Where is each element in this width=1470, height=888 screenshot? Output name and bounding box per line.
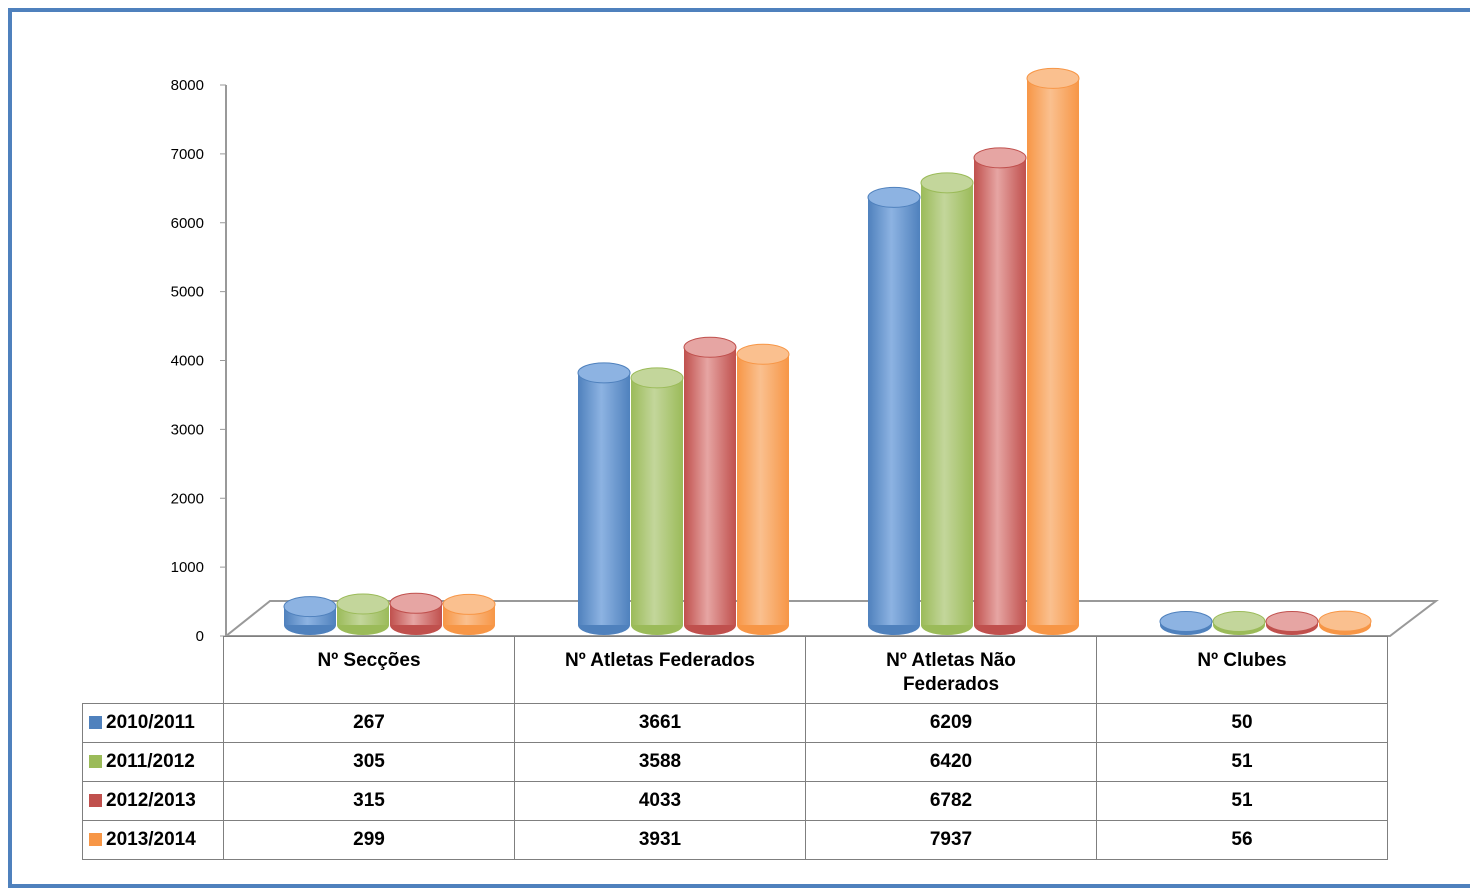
legend-entry: 2013/2014 bbox=[82, 820, 224, 860]
table-cell: 4033 bbox=[514, 781, 806, 821]
table-cell: 7937 bbox=[805, 820, 1097, 860]
category-header: Nº Clubes bbox=[1096, 636, 1388, 704]
series-name: 2011/2012 bbox=[106, 751, 195, 772]
bar-3-3 bbox=[1318, 610, 1372, 635]
table-cell: 3931 bbox=[514, 820, 806, 860]
table-cell: 51 bbox=[1096, 781, 1388, 821]
table-corner-cell bbox=[82, 636, 224, 704]
bar-2-3 bbox=[1265, 610, 1319, 635]
table-cell: 6782 bbox=[805, 781, 1097, 821]
table-row: 2012/2013 315 4033 6782 51 bbox=[82, 781, 1388, 821]
table-row: 2013/2014 299 3931 7937 56 bbox=[82, 820, 1388, 860]
table-cell: 56 bbox=[1096, 820, 1388, 860]
legend-swatch bbox=[89, 716, 102, 729]
bar-1-0 bbox=[336, 593, 390, 635]
bar-0-0 bbox=[283, 596, 337, 635]
legend-entry: 2012/2013 bbox=[82, 781, 224, 821]
y-tick-label: 1000 bbox=[171, 559, 204, 576]
data-table: Nº Secções Nº Atletas Federados Nº Atlet… bbox=[82, 636, 1388, 860]
table-cell: 3661 bbox=[514, 703, 806, 743]
y-tick-label: 6000 bbox=[171, 215, 204, 232]
bar-3-1 bbox=[736, 343, 790, 635]
legend-entry: 2010/2011 bbox=[82, 703, 224, 743]
table-row: 2011/2012 305 3588 6420 51 bbox=[82, 742, 1388, 782]
legend-swatch bbox=[89, 755, 102, 768]
series-name: 2012/2013 bbox=[106, 790, 196, 811]
y-tick-label: 3000 bbox=[171, 421, 204, 438]
y-tick-label: 7000 bbox=[171, 146, 204, 163]
series-name: 2013/2014 bbox=[106, 829, 196, 850]
legend-swatch bbox=[89, 833, 102, 846]
bar-1-3 bbox=[1212, 610, 1266, 635]
category-header: Nº Atletas Não Federados bbox=[805, 636, 1097, 704]
table-row: 2010/2011 267 3661 6209 50 bbox=[82, 703, 1388, 743]
bar-0-2 bbox=[867, 186, 921, 635]
table-cell: 6209 bbox=[805, 703, 1097, 743]
table-body: 2010/2011 267 3661 6209 50 2011/2012 305 3588 64… bbox=[82, 703, 1388, 860]
table-cell: 267 bbox=[223, 703, 515, 743]
table-cell: 50 bbox=[1096, 703, 1388, 743]
y-tick-label: 8000 bbox=[171, 77, 204, 94]
bar-group bbox=[283, 67, 1372, 635]
bar-2-2 bbox=[973, 147, 1027, 635]
category-header: Nº Atletas Federados bbox=[514, 636, 806, 704]
legend-swatch bbox=[89, 794, 102, 807]
legend-entry: 2011/2012 bbox=[82, 742, 224, 782]
series-name: 2010/2011 bbox=[106, 712, 195, 733]
bar-2-1 bbox=[683, 336, 737, 635]
bar-3-2 bbox=[1026, 67, 1080, 635]
category-header: Nº Secções bbox=[223, 636, 515, 704]
bar-3-0 bbox=[442, 593, 496, 635]
table-cell: 315 bbox=[223, 781, 515, 821]
bar-1-1 bbox=[630, 367, 684, 635]
table-cell: 6420 bbox=[805, 742, 1097, 782]
bar-0-3 bbox=[1159, 611, 1213, 635]
bar-1-2 bbox=[920, 172, 974, 635]
bar-0-1 bbox=[577, 362, 631, 635]
table-cell: 299 bbox=[223, 820, 515, 860]
y-tick-label: 4000 bbox=[171, 353, 204, 370]
table-cell: 51 bbox=[1096, 742, 1388, 782]
bar-2-0 bbox=[389, 592, 443, 635]
y-tick-label: 5000 bbox=[171, 284, 204, 301]
chart-axes bbox=[225, 85, 1439, 637]
y-tick-label: 2000 bbox=[171, 490, 204, 507]
table-cell: 3588 bbox=[514, 742, 806, 782]
table-header-row: Nº Secções Nº Atletas Federados Nº Atlet… bbox=[82, 636, 1388, 704]
table-cell: 305 bbox=[223, 742, 515, 782]
